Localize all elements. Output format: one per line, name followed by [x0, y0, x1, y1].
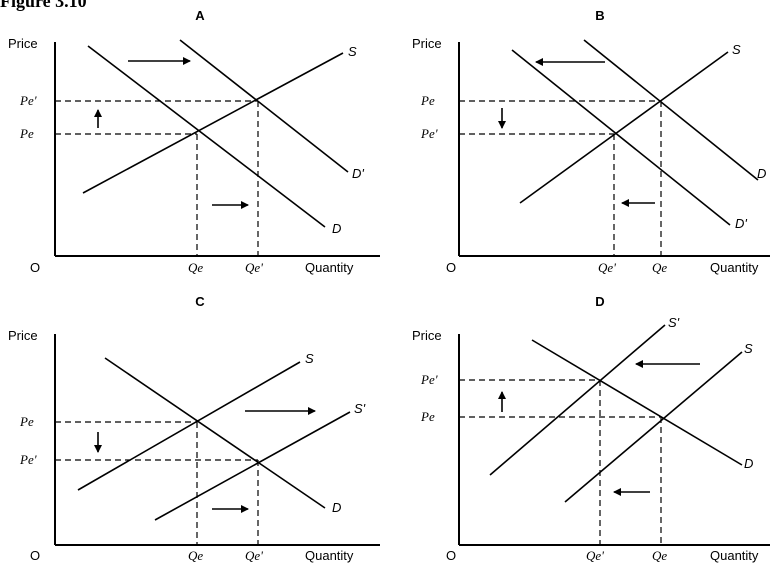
panel-c: C Price O Quantity Pe Pe' Qe Qe' S S' D — [8, 294, 380, 563]
panel-b-new-demand-curve — [511, 49, 731, 226]
panel-a-origin: O — [30, 260, 40, 275]
panel-a-qty-label: Qe — [188, 260, 203, 275]
panel-b-curve-label-d: D — [757, 166, 766, 181]
panel-d-price-label: Pe — [420, 409, 435, 424]
panel-d-price-label-new: Pe' — [420, 372, 438, 387]
panel-b-letter: B — [595, 8, 604, 23]
panel-a-new-demand-curve — [179, 39, 349, 173]
panel-c-supply-curve — [77, 361, 301, 491]
panel-c-curve-label-d: D — [332, 500, 341, 515]
panel-d-x-axis-label: Quantity — [710, 548, 759, 563]
panel-b-price-label-new: Pe' — [420, 126, 438, 141]
panel-c-qty-label-new: Qe' — [245, 548, 263, 563]
panel-a-curve-label-new-d: D' — [352, 166, 364, 181]
panel-d-supply-curve — [564, 351, 743, 503]
panel-b-demand-curve — [583, 39, 759, 181]
panel-a-curve-label-s: S — [348, 44, 357, 59]
panel-c-origin: O — [30, 548, 40, 563]
panel-d-qty-label: Qe — [652, 548, 667, 563]
panel-d-curve-label-new-s: S' — [668, 315, 680, 330]
panel-c-new-supply-curve — [154, 411, 351, 521]
panel-a-supply-curve — [82, 52, 344, 194]
panel-d-new-supply-curve — [489, 324, 666, 476]
panel-c-qty-label: Qe — [188, 548, 203, 563]
panel-b-qty-label: Qe — [652, 260, 667, 275]
panel-c-curve-label-new-s: S' — [354, 401, 366, 416]
panel-d-curve-label-d: D — [744, 456, 753, 471]
panel-c-curve-label-s: S — [305, 351, 314, 366]
panel-c-y-axis-label: Price — [8, 328, 38, 343]
panel-b-curve-label-new-d: D' — [735, 216, 747, 231]
panel-d: D Price O Quantity Pe' Pe Qe' Qe S' S D — [412, 294, 770, 563]
panel-a-price-label-new: Pe' — [19, 93, 37, 108]
panel-d-qty-label-new: Qe' — [586, 548, 604, 563]
panel-d-origin: O — [446, 548, 456, 563]
panel-b-origin: O — [446, 260, 456, 275]
panel-a-qty-label-new: Qe' — [245, 260, 263, 275]
panel-a: A Price O Quantity Pe' Pe Qe Qe' S D' D — [8, 8, 380, 275]
figure-title: Figure 3.10 — [0, 0, 87, 11]
panel-c-price-label: Pe — [19, 414, 34, 429]
panel-d-curve-label-s: S — [744, 341, 753, 356]
panel-b: B Price O Quantity Pe Pe' Qe' Qe S D D' — [412, 8, 770, 275]
panel-b-qty-label-new: Qe' — [598, 260, 616, 275]
panel-b-supply-curve — [519, 51, 729, 204]
panel-a-price-label: Pe — [19, 126, 34, 141]
panel-a-letter: A — [195, 8, 205, 23]
panel-b-y-axis-label: Price — [412, 36, 442, 51]
panel-b-price-label: Pe — [420, 93, 435, 108]
panel-b-curve-label-s: S — [732, 42, 741, 57]
panel-a-demand-curve — [87, 45, 326, 228]
panel-a-y-axis-label: Price — [8, 36, 38, 51]
panel-a-x-axis-label: Quantity — [305, 260, 354, 275]
panel-a-curve-label-d: D — [332, 221, 341, 236]
panel-c-demand-curve — [104, 357, 326, 509]
panel-d-y-axis-label: Price — [412, 328, 442, 343]
panel-d-demand-curve — [531, 339, 743, 466]
panel-c-price-label-new: Pe' — [19, 452, 37, 467]
panel-c-x-axis-label: Quantity — [305, 548, 354, 563]
panel-c-letter: C — [195, 294, 205, 309]
panel-d-letter: D — [595, 294, 604, 309]
panel-b-x-axis-label: Quantity — [710, 260, 759, 275]
